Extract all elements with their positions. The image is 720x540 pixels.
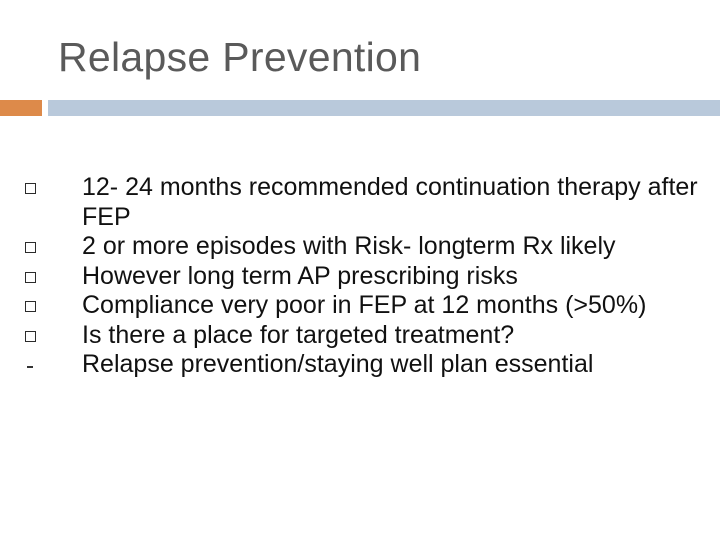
- checkbox-square-icon: [25, 330, 36, 342]
- bullet-text: Is there a place for targeted treatment?: [82, 320, 515, 349]
- bullet-item: Relapse prevention/staying well plan ess…: [24, 350, 704, 380]
- bullet-text: Relapse prevention/staying well plan ess…: [82, 350, 594, 378]
- bullet-text: 12- 24 months recommended continuation t…: [82, 173, 698, 231]
- checkbox-square-icon: [25, 183, 36, 194]
- bullet-text: However long term AP prescribing risks: [82, 261, 518, 290]
- bullet-item: However long term AP prescribing risks: [24, 262, 704, 292]
- bullet-text: Compliance very poor in FEP at 12 months…: [82, 291, 647, 319]
- checkbox-square-icon: [25, 301, 36, 312]
- bullet-item: 2 or more episodes with Risk- longterm R…: [24, 232, 704, 262]
- bullet-text: 2 or more episodes with Risk- longterm R…: [82, 232, 616, 260]
- bullet-item: 12- 24 months recommended continuation t…: [24, 173, 704, 232]
- checkbox-square-icon: [25, 242, 36, 253]
- slide-title: Relapse Prevention: [58, 34, 422, 80]
- title-rule-bar: [48, 100, 720, 116]
- bullet-item: Is there a place for targeted treatment?: [24, 321, 704, 351]
- dash-icon: [27, 366, 33, 368]
- bullet-item: Compliance very poor in FEP at 12 months…: [24, 291, 704, 321]
- title-accent-bar: [0, 100, 42, 116]
- bullet-list: 12- 24 months recommended continuation t…: [24, 173, 704, 380]
- checkbox-square-icon: [25, 271, 36, 283]
